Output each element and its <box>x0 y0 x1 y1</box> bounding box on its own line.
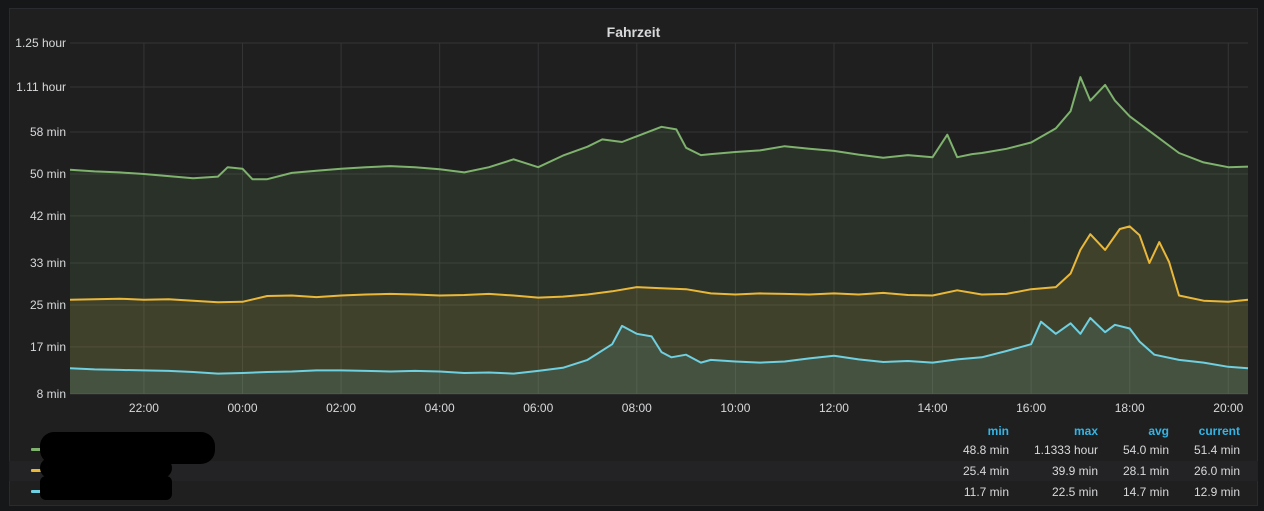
x-tick-label: 12:00 <box>819 401 849 415</box>
legend-max-value: 22.5 min <box>1051 485 1098 499</box>
legend-max-value: 39.9 min <box>1051 464 1098 478</box>
legend-avg-value: 14.7 min <box>1122 485 1169 499</box>
series-1-line <box>69 225 1249 304</box>
x-tick-label: 22:00 <box>129 401 159 415</box>
series-2-area <box>70 318 1248 394</box>
legend-avg-value: 54.0 min <box>1122 443 1169 457</box>
x-tick-label: 16:00 <box>1016 401 1046 415</box>
legend-min-value: 48.8 min <box>962 443 1009 457</box>
legend-header-avg[interactable]: avg <box>1148 424 1169 438</box>
legend-row <box>9 461 1258 481</box>
legend-row <box>9 482 1258 502</box>
graph-panel: Fahrzeit <box>9 8 1258 506</box>
y-tick-label: 50 min <box>30 167 66 181</box>
x-tick-label: 04:00 <box>425 401 455 415</box>
legend-swatch <box>31 448 42 451</box>
series-2-line <box>69 317 1249 375</box>
y-tick-label: 1.11 hour <box>16 80 66 94</box>
legend-current-value: 12.9 min <box>1193 485 1240 499</box>
x-tick-label: 02:00 <box>326 401 356 415</box>
y-tick-label: 33 min <box>30 256 66 270</box>
legend-header-current[interactable]: current <box>1198 424 1240 438</box>
legend-swatch <box>31 469 42 472</box>
x-tick-label: 06:00 <box>523 401 553 415</box>
series-1-area <box>70 226 1248 394</box>
series-0-line <box>69 76 1249 181</box>
x-tick-label: 10:00 <box>720 401 750 415</box>
redaction-mark <box>40 476 172 500</box>
legend-min-value: 11.7 min <box>963 485 1009 499</box>
legend-header-min[interactable]: min <box>987 424 1009 438</box>
legend-min-value: 25.4 min <box>962 464 1009 478</box>
x-tick-label: 00:00 <box>227 401 257 415</box>
redaction-mark <box>40 458 172 478</box>
legend-avg-value: 28.1 min <box>1122 464 1169 478</box>
legend-current-value: 51.4 min <box>1193 443 1240 457</box>
y-tick-label: 42 min <box>30 209 66 223</box>
x-tick-label: 14:00 <box>918 401 948 415</box>
y-tick-label: 17 min <box>30 340 66 354</box>
y-tick-label: 8 min <box>37 387 66 401</box>
y-tick-label: 58 min <box>30 125 66 139</box>
y-tick-label: 25 min <box>30 298 66 312</box>
legend-header-max[interactable]: max <box>1073 424 1098 438</box>
legend-current-value: 26.0 min <box>1193 464 1240 478</box>
series-0-area <box>70 77 1248 394</box>
legend-swatch <box>31 490 42 493</box>
x-tick-label: 08:00 <box>622 401 652 415</box>
legend-row <box>9 440 1258 460</box>
x-tick-label: 18:00 <box>1115 401 1145 415</box>
panel-title: Fahrzeit <box>606 24 661 40</box>
legend-max-value: 1.1333 hour <box>1033 443 1098 457</box>
x-tick-label: 20:00 <box>1213 401 1243 415</box>
y-tick-label: 1.25 hour <box>15 36 66 50</box>
